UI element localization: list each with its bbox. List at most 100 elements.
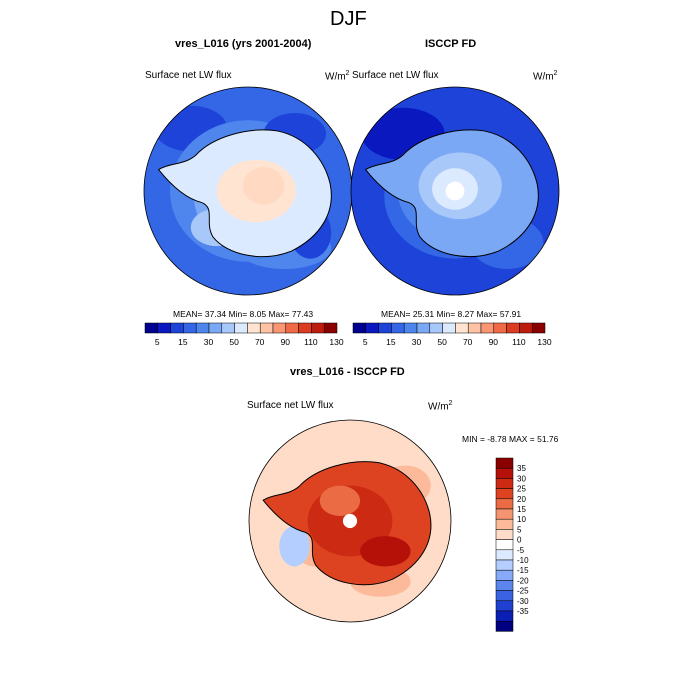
panel2-stats: MEAN= 25.31 Min= 8.27 Max= 57.91 [381,309,522,319]
panel1-colorbar-tick-5: 90 [281,337,291,347]
panel3-colorbar-box-7 [495,529,514,540]
panel1-colorbar-box-14 [323,322,338,334]
panel3-map-field-2 [279,526,310,567]
panel3-colorbar-box-14 [495,600,514,612]
panel3-colorbar-box-6 [495,518,514,530]
panel1-colorbar-tick-0: 5 [155,337,160,347]
panel3-colorbar-tick-4: 15 [517,505,526,514]
panel3-colorbar-tick-9: -10 [517,556,529,565]
panel1-colorbar-box-10 [272,322,287,334]
panel2-colorbar-tick-7: 130 [537,337,551,347]
panel3-colorbar-box-12 [495,580,514,591]
panel1-colorbar-box-2 [170,322,184,334]
panel3-colorbar-box-16 [495,620,514,632]
panel1-colorbar-box-11 [285,322,299,334]
panel2-colorbar-box-14 [531,322,546,334]
panel3-colorbar-box-3 [495,488,514,500]
panel2-map-coastline [364,129,539,258]
panel1-colorbar-box-13 [311,322,325,334]
panel1-colorbar-box-12 [298,322,312,334]
panel3-colorbar-box-8 [495,539,514,551]
panel3-variable-label: Surface net LW flux [247,400,334,411]
panel3-colorbar-tick-3: 20 [517,495,526,504]
panel3-colorbar-box-0 [495,457,514,469]
panel3-colorbar-box-5 [495,508,514,520]
panel1-stats: MEAN= 37.34 Min= 8.05 Max= 77.43 [173,309,314,319]
panel3-map-border [248,419,452,623]
panel1-colorbar-tick-4: 70 [255,337,265,347]
panel2-colorbar-tick-4: 70 [463,337,473,347]
panel1-colorbar-box-4 [195,322,210,334]
panel2-map-border [350,86,560,296]
panel2-map [351,87,559,295]
panel2-colorbar-tick-0: 5 [363,337,368,347]
panel3-colorbar-box-2 [495,478,514,489]
panel2-colorbar-box-0 [352,322,367,334]
panel2-colorbar-tick-6: 110 [512,337,526,347]
panel1-colorbar-tick-1: 15 [178,337,188,347]
panel3-colorbar-tick-10: -15 [517,566,529,575]
panel2-colorbar-tick-5: 90 [489,337,499,347]
panel2-colorbar-box-5 [416,322,431,334]
panel3-colorbar-tick-2: 25 [517,485,526,494]
panel2-colorbar-tick-2: 30 [412,337,422,347]
panel1-colorbar-box-9 [259,322,274,334]
panel3-colorbar-tick-6: 5 [517,525,522,534]
panel3-colorbar-box-10 [495,559,514,571]
panel3-map-pole-mask [342,513,358,529]
panel1-variable-label: Surface net LW flux [145,70,232,81]
panel3-colorbar-box-13 [495,590,514,602]
panel2-colorbar-box-11 [493,322,507,334]
panel3-colorbar-tick-1: 30 [517,474,526,483]
panel3-colorbar-box-1 [495,467,514,479]
figure-title: DJF [330,8,367,30]
panel1-title: vres_L016 (yrs 2001-2004) [175,38,312,50]
panel3-colorbar-box-9 [495,549,514,561]
panel1-unit-label: W/m2 [325,70,350,83]
panel3-colorbar-tick-7: 0 [517,536,522,545]
panel2-colorbar-box-9 [467,322,482,334]
panel3-colorbar-tick-14: -35 [517,607,529,616]
panel2-colorbar-box-4 [403,322,418,334]
panel2-colorbar-tick-1: 15 [386,337,396,347]
panel2-colorbar-box-6 [429,322,443,334]
panel3-colorbar-box-4 [495,498,514,510]
panel1-map [144,87,352,295]
panel3-stats: MIN = -8.78 MAX = 51.76 [462,434,559,444]
panel3-colorbar-tick-12: -25 [517,587,529,596]
panel3-colorbar-tick-5: 10 [517,515,526,524]
panel2-colorbar-box-2 [378,322,392,334]
panel2-colorbar-box-3 [391,322,405,334]
panel2-colorbar-box-10 [480,322,495,334]
panel3-map-interior-1 [360,536,411,567]
panel3-colorbar-tick-13: -30 [517,597,529,606]
panel3-colorbar-tick-11: -20 [517,576,529,585]
panel3-colorbar-tick-8: -5 [517,546,525,555]
panel3-map [249,420,451,622]
panel2-colorbar-tick-3: 50 [437,337,447,347]
panel2-unit-label: W/m2 [533,70,558,83]
panel2-title: ISCCP FD [425,38,477,50]
panel3-unit-label: W/m2 [428,400,453,413]
panel2-map-pole-mask [445,181,465,201]
panel1-colorbar-tick-3: 50 [229,337,239,347]
panel2-colorbar-box-8 [455,322,469,334]
panel3-colorbar-box-11 [495,569,514,581]
panel3-title: vres_L016 - ISCCP FD [290,366,405,378]
panel1-map-interior-1 [242,167,285,205]
panel2-variable-label: Surface net LW flux [352,70,439,81]
panel1-colorbar-tick-2: 30 [204,337,214,347]
panel2-colorbar-box-1 [365,322,379,334]
panel1-colorbar-box-3 [183,322,197,334]
panel1-colorbar-box-0 [144,322,159,334]
panel2-colorbar-box-13 [519,322,533,334]
panel3-colorbar-box-15 [495,610,514,622]
panel1-colorbar-box-8 [247,322,261,334]
panel1-colorbar-tick-7: 130 [329,337,343,347]
panel1-colorbar-tick-6: 110 [304,337,318,347]
panel3-map-coastline [262,461,432,586]
panel1-colorbar-box-5 [208,322,223,334]
panel1-map-coastline [157,129,332,258]
